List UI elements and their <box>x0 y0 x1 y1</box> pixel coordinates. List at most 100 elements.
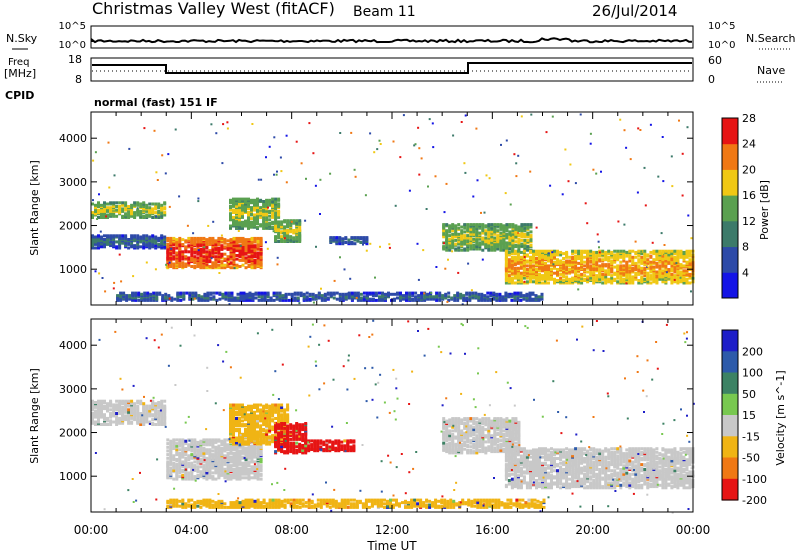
heatmap-noise-cell <box>679 276 682 279</box>
heatmap-cell <box>513 296 517 300</box>
heatmap-cell <box>244 451 248 455</box>
heatmap-cell <box>118 245 122 249</box>
heatmap-cell <box>91 238 94 241</box>
heatmap-cell <box>670 269 674 273</box>
heatmap-noise-cell <box>314 184 317 187</box>
heatmap-cell <box>541 274 544 278</box>
heatmap-cell <box>269 296 273 300</box>
heatmap-cell <box>193 257 197 261</box>
heatmap-cell <box>103 245 106 249</box>
heatmap-cell <box>640 252 644 256</box>
heatmap-cell <box>447 298 451 302</box>
heatmap-cell <box>160 214 164 218</box>
heatmap-cell <box>151 238 155 241</box>
heatmap-cell <box>469 247 473 251</box>
heatmap-cell <box>170 298 174 302</box>
heatmap-cell <box>157 414 161 418</box>
heatmap-cell <box>91 421 94 425</box>
heatmap-cell <box>232 467 236 471</box>
heatmap-noise-cell <box>579 113 582 116</box>
heatmap-noise-cell <box>167 153 170 156</box>
heatmap-noise-cell <box>597 240 600 243</box>
heatmap-cell <box>235 239 239 243</box>
heatmap-cell <box>526 223 530 227</box>
heatmap-cell <box>523 226 527 230</box>
heatmap-cell <box>378 291 381 295</box>
heatmap-cell <box>103 404 106 408</box>
heatmap-cell <box>229 408 232 412</box>
heatmap-cell <box>94 246 97 250</box>
heatmap-cell <box>277 236 281 240</box>
heatmap-cell <box>673 268 677 271</box>
heatmap-cell <box>184 442 188 446</box>
heatmap-cell <box>688 272 692 276</box>
heatmap-cell <box>238 403 241 407</box>
heatmap-cell <box>152 294 156 298</box>
heatmap-cell <box>607 265 611 269</box>
heatmap-noise-cell <box>552 263 555 266</box>
heatmap-cell <box>184 255 188 259</box>
heatmap-cell <box>280 238 284 242</box>
heatmap-cell <box>463 238 467 242</box>
heatmap-cell <box>139 245 143 249</box>
heatmap-cell <box>100 203 103 207</box>
heatmap-cell <box>199 458 203 461</box>
heatmap-cell <box>136 234 140 238</box>
heatmap-noise-cell <box>425 208 428 210</box>
heatmap-cell <box>679 254 683 258</box>
heatmap-cell <box>682 269 686 273</box>
heatmap-noise-cell <box>178 195 181 198</box>
heatmap-cell <box>658 269 662 273</box>
heatmap-noise-cell <box>569 163 572 166</box>
heatmap-cell <box>247 260 251 264</box>
heatmap-cell <box>532 259 535 263</box>
heatmap-cell <box>454 238 458 242</box>
heatmap-cell <box>262 202 266 206</box>
heatmap-cell <box>535 276 538 280</box>
heatmap-cell <box>460 225 464 229</box>
heatmap-cell <box>238 454 242 458</box>
heatmap-cell <box>649 263 653 267</box>
heatmap-noise-cell <box>515 162 518 165</box>
y-tick-label: 2000 <box>59 220 87 233</box>
heatmap-cell <box>169 256 173 260</box>
heatmap-cell <box>496 234 500 238</box>
heatmap-cell <box>619 249 623 253</box>
heatmap-noise-cell <box>339 256 341 259</box>
heatmap-cell <box>362 295 366 299</box>
heatmap-cell <box>247 444 251 448</box>
heatmap-cell <box>253 213 256 217</box>
heatmap-cell <box>241 256 245 260</box>
heatmap-cell <box>457 223 461 227</box>
heatmap-cell <box>166 438 170 442</box>
heatmap-cell <box>232 441 235 445</box>
heatmap-cell <box>235 254 239 257</box>
heatmap-cell <box>469 241 473 245</box>
heatmap-cell <box>166 456 170 460</box>
heatmap-cell <box>519 298 523 302</box>
heatmap-cell <box>525 296 529 300</box>
heatmap-cell <box>208 438 212 442</box>
heatmap-cell <box>586 258 590 262</box>
heatmap-cell <box>239 296 243 300</box>
heatmap-cell <box>187 443 191 447</box>
heatmap-cell <box>344 292 348 296</box>
heatmap-cell <box>178 265 182 268</box>
heatmap-cell <box>475 237 479 241</box>
heatmap-cell <box>235 449 239 453</box>
heatmap-cell <box>119 294 123 298</box>
heatmap-cell <box>544 261 547 265</box>
heatmap-cell <box>181 238 185 242</box>
heatmap-cell <box>221 295 225 299</box>
heatmap-cell <box>220 451 224 455</box>
heatmap-cell <box>185 291 189 295</box>
heatmap-cell <box>274 213 278 217</box>
heatmap-cell <box>381 295 384 299</box>
heatmap-cell <box>136 399 140 403</box>
heatmap-cell <box>160 418 164 422</box>
heatmap-cell <box>238 251 242 255</box>
heatmap-cell <box>631 266 635 270</box>
heatmap-cell <box>526 238 530 242</box>
heatmap-cell <box>493 223 497 227</box>
heatmap-cell <box>298 227 302 231</box>
